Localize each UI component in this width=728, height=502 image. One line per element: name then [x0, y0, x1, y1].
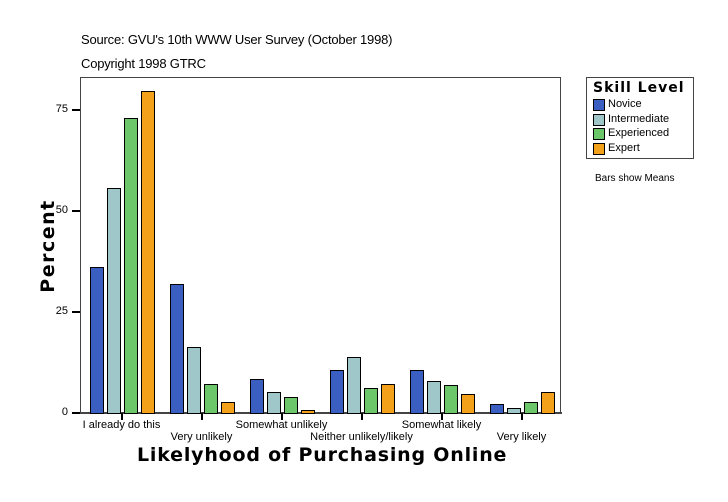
legend-swatch	[593, 128, 605, 140]
bar-experienced	[283, 397, 298, 414]
y-tick-label: 75	[55, 103, 68, 115]
y-axis-title: Percent	[37, 199, 59, 293]
x-tick	[440, 413, 443, 420]
y-tick	[72, 412, 80, 414]
x-axis-title: Likelyhood of Purchasing Online	[137, 444, 508, 466]
bar-novice	[249, 379, 264, 414]
x-tick	[520, 413, 523, 420]
x-category-label: Very likely	[496, 431, 547, 443]
x-tick	[360, 413, 363, 420]
bar-novice	[489, 404, 504, 414]
bars-show-means-note: Bars show Means	[595, 173, 675, 184]
y-tick-label: 25	[55, 305, 68, 317]
legend-swatch	[593, 99, 605, 111]
bar-intermediate	[346, 357, 361, 414]
bar-intermediate	[506, 408, 521, 414]
bar-novice	[89, 267, 104, 414]
x-category-label: Neither unlikely/likely	[310, 431, 413, 443]
y-tick	[72, 210, 80, 212]
bar-novice	[329, 370, 344, 414]
bar-experienced	[523, 402, 538, 414]
legend-title: Skill Level	[593, 80, 685, 96]
y-tick	[72, 311, 80, 313]
bar-experienced	[123, 118, 138, 414]
bar-intermediate	[426, 381, 441, 414]
bar-intermediate	[266, 392, 281, 414]
bar-expert	[300, 410, 315, 414]
legend-swatch	[593, 113, 605, 126]
bar-intermediate	[186, 347, 201, 414]
bar-expert	[220, 402, 235, 414]
x-tick	[120, 413, 123, 420]
bar-experienced	[443, 385, 458, 414]
y-tick-label: 0	[61, 406, 68, 418]
legend-label: Experienced	[608, 127, 670, 139]
source-text: Source: GVU's 10th WWW User Survey (Octo…	[81, 32, 393, 47]
x-category-label: Very unlikely	[170, 431, 233, 443]
plot-area	[80, 77, 561, 413]
x-tick	[280, 413, 283, 420]
x-tick	[200, 413, 203, 420]
bar-expert	[380, 384, 395, 414]
x-category-label: Somewhat unlikely	[235, 419, 328, 431]
x-axis-line	[72, 412, 562, 414]
bar-novice	[409, 370, 424, 414]
copyright-text: Copyright 1998 GTRC	[81, 56, 206, 71]
bar-experienced	[203, 383, 218, 414]
legend-label: Novice	[608, 98, 642, 110]
legend-swatch	[593, 142, 605, 155]
bar-expert	[460, 394, 475, 414]
legend: Skill Level Novice Intermediate Experience…	[586, 77, 694, 159]
bar-expert	[140, 91, 155, 414]
y-tick-label: 50	[55, 204, 68, 216]
bar-novice	[169, 284, 184, 414]
bar-intermediate	[106, 187, 121, 414]
x-category-label: I already do this	[82, 419, 161, 431]
bar-expert	[540, 392, 555, 414]
legend-label: Expert	[608, 141, 640, 154]
bar-experienced	[363, 388, 378, 414]
x-category-label: Somewhat likely	[401, 419, 482, 431]
legend-label: Intermediate	[608, 112, 670, 125]
y-tick	[72, 109, 80, 111]
